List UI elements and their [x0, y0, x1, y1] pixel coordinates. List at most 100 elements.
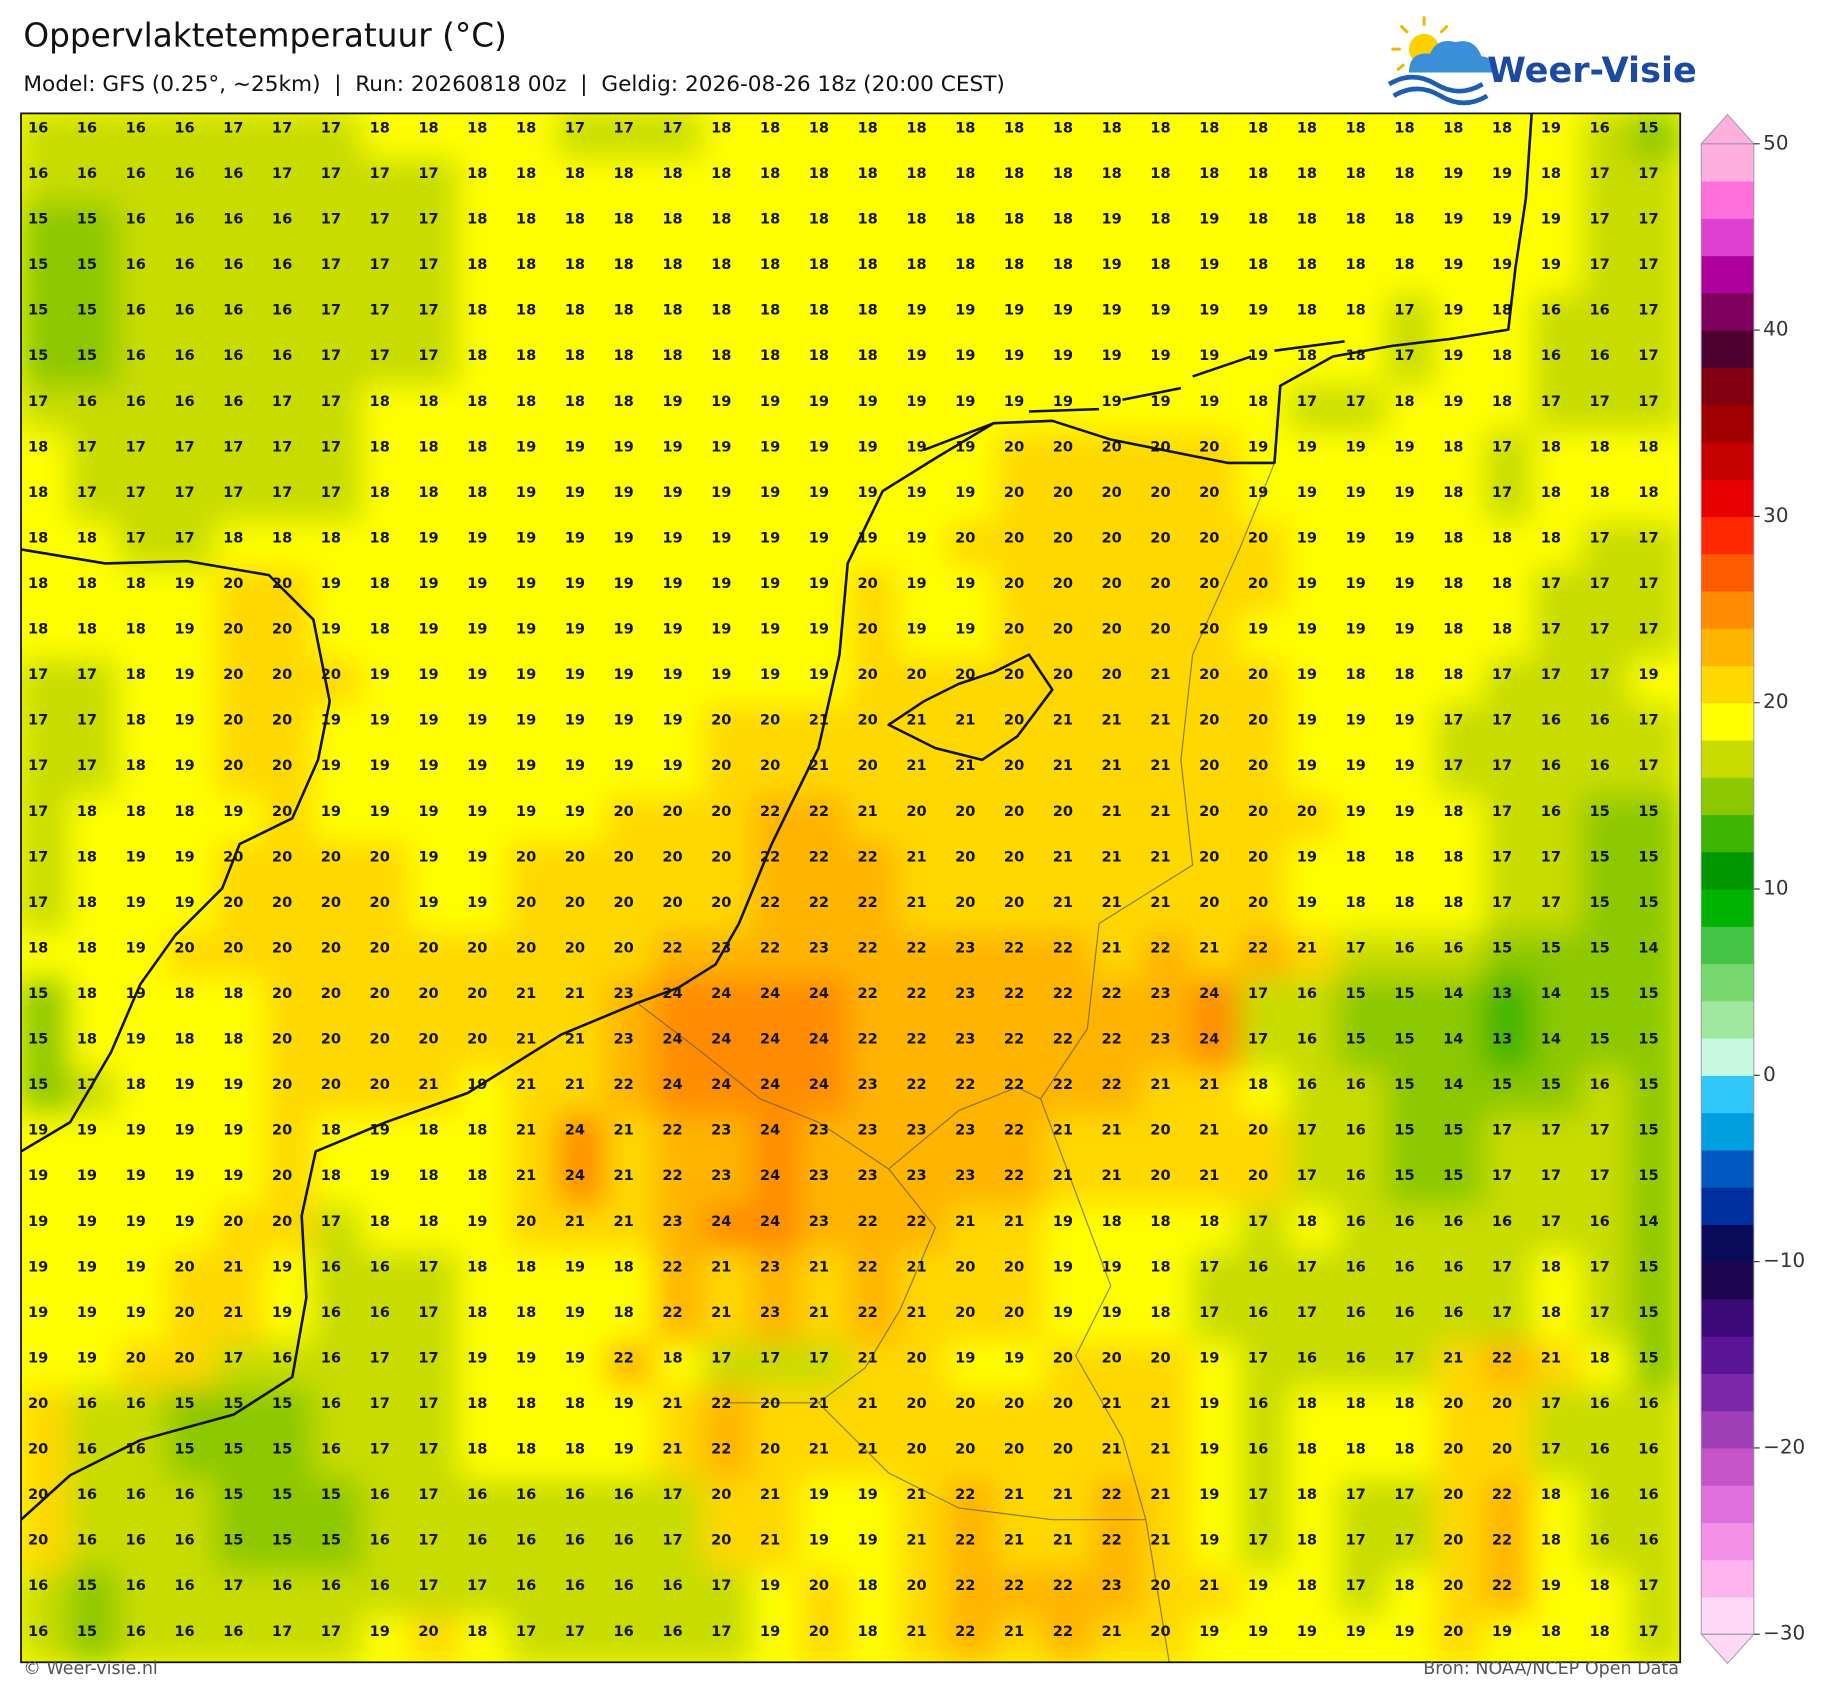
temperature-label: 20	[955, 1304, 975, 1321]
temperature-label: 18	[711, 302, 731, 319]
field-cell	[1532, 113, 1584, 161]
temperature-label: 15	[1638, 848, 1658, 865]
field-cell	[1532, 385, 1584, 434]
field-cell	[654, 431, 706, 480]
field-cell	[703, 613, 755, 662]
temperature-label: 21	[809, 1258, 829, 1275]
field-cell	[1191, 431, 1243, 480]
temperature-label: 20	[1443, 1395, 1463, 1412]
temperature-label: 19	[662, 712, 682, 729]
field-cell	[1288, 294, 1340, 343]
temperature-label: 18	[760, 211, 780, 228]
field-cell	[1630, 476, 1681, 525]
temperature-label: 20	[272, 1167, 292, 1184]
temperature-label: 20	[955, 666, 975, 683]
temperature-label: 17	[467, 1577, 487, 1594]
temperature-label: 20	[662, 848, 682, 865]
temperature-label: 20	[809, 1577, 829, 1594]
temperature-label: 17	[126, 529, 146, 546]
temperature-label: 18	[614, 211, 634, 228]
temperature-label: 16	[565, 1577, 585, 1594]
temperature-label: 16	[77, 165, 97, 182]
temperature-label: 17	[1589, 621, 1609, 638]
temperature-label: 20	[906, 803, 926, 820]
temperature-label: 19	[1199, 393, 1219, 410]
field-cell	[312, 248, 364, 297]
temperature-label: 19	[1248, 484, 1268, 501]
field-cell	[1044, 203, 1096, 252]
field-cell	[117, 294, 169, 343]
temperature-label: 19	[906, 302, 926, 319]
colorbar-bin	[1701, 367, 1754, 406]
temperature-label: 17	[1541, 621, 1561, 638]
temperature-label: 21	[1150, 757, 1170, 774]
temperature-label: 19	[711, 666, 731, 683]
field-cell	[1044, 431, 1096, 480]
temperature-label: 18	[1638, 438, 1658, 455]
temperature-label: 18	[1346, 894, 1366, 911]
temperature-label: 20	[1150, 1623, 1170, 1640]
temperature-label: 18	[809, 256, 829, 273]
field-cell	[21, 476, 72, 525]
field-cell	[800, 385, 852, 434]
temperature-label: 17	[1589, 1122, 1609, 1139]
field-cell	[312, 113, 364, 161]
temperature-label: 18	[1443, 894, 1463, 911]
temperature-label: 18	[467, 1441, 487, 1458]
temperature-label: 18	[516, 1441, 536, 1458]
temperature-label: 22	[662, 939, 682, 956]
field-cell	[556, 658, 608, 707]
temperature-label: 17	[662, 119, 682, 136]
temperature-label: 20	[1150, 1349, 1170, 1366]
temperature-label: 22	[858, 894, 878, 911]
temperature-label: 16	[516, 1577, 536, 1594]
temperature-label: 20	[1102, 621, 1122, 638]
temperature-label: 18	[1102, 1213, 1122, 1230]
temperature-label: 21	[516, 985, 536, 1002]
field-cell	[1142, 476, 1194, 525]
field-cell	[410, 431, 462, 480]
temperature-label: 18	[1394, 211, 1414, 228]
temperature-label: 22	[858, 1031, 878, 1048]
temperature-label: 17	[370, 1349, 390, 1366]
temperature-label: 19	[955, 575, 975, 592]
field-cell	[1044, 248, 1096, 297]
field-cell	[1483, 385, 1535, 434]
temperature-label: 20	[955, 894, 975, 911]
field-cell	[1386, 157, 1438, 206]
temperature-label: 20	[174, 1349, 194, 1366]
field-cell	[68, 294, 120, 343]
temperature-label: 17	[1589, 165, 1609, 182]
temperature-label: 16	[1346, 1304, 1366, 1321]
temperature-label: 20	[174, 1304, 194, 1321]
temperature-label: 18	[1589, 1623, 1609, 1640]
temperature-label: 19	[565, 712, 585, 729]
temperature-label: 19	[418, 575, 438, 592]
temperature-label: 24	[1199, 985, 1219, 1002]
temperature-label: 20	[1004, 666, 1024, 683]
temperature-label: 18	[370, 575, 390, 592]
temperature-label: 19	[126, 1122, 146, 1139]
temperature-label: 21	[1199, 1167, 1219, 1184]
temperature-label: 19	[760, 666, 780, 683]
temperature-label: 19	[418, 803, 438, 820]
temperature-label: 21	[516, 1122, 536, 1139]
field-cell	[166, 385, 218, 434]
temperature-label: 19	[77, 1304, 97, 1321]
field-cell	[361, 294, 413, 343]
temperature-label: 20	[955, 1395, 975, 1412]
logo: Weer-Visie	[1387, 16, 1697, 106]
field-cell	[1483, 567, 1535, 616]
temperature-label: 15	[272, 1441, 292, 1458]
temperature-label: 19	[1004, 393, 1024, 410]
temperature-label: 20	[28, 1486, 48, 1503]
temperature-label: 23	[955, 1122, 975, 1139]
field-cell	[215, 385, 267, 434]
temperature-label: 18	[1541, 484, 1561, 501]
temperature-label: 16	[1638, 1486, 1658, 1503]
temperature-label: 19	[467, 575, 487, 592]
field-cell	[1093, 613, 1145, 662]
field-cell	[410, 522, 462, 571]
temperature-label: 18	[1443, 484, 1463, 501]
temperature-label: 24	[711, 985, 731, 1002]
